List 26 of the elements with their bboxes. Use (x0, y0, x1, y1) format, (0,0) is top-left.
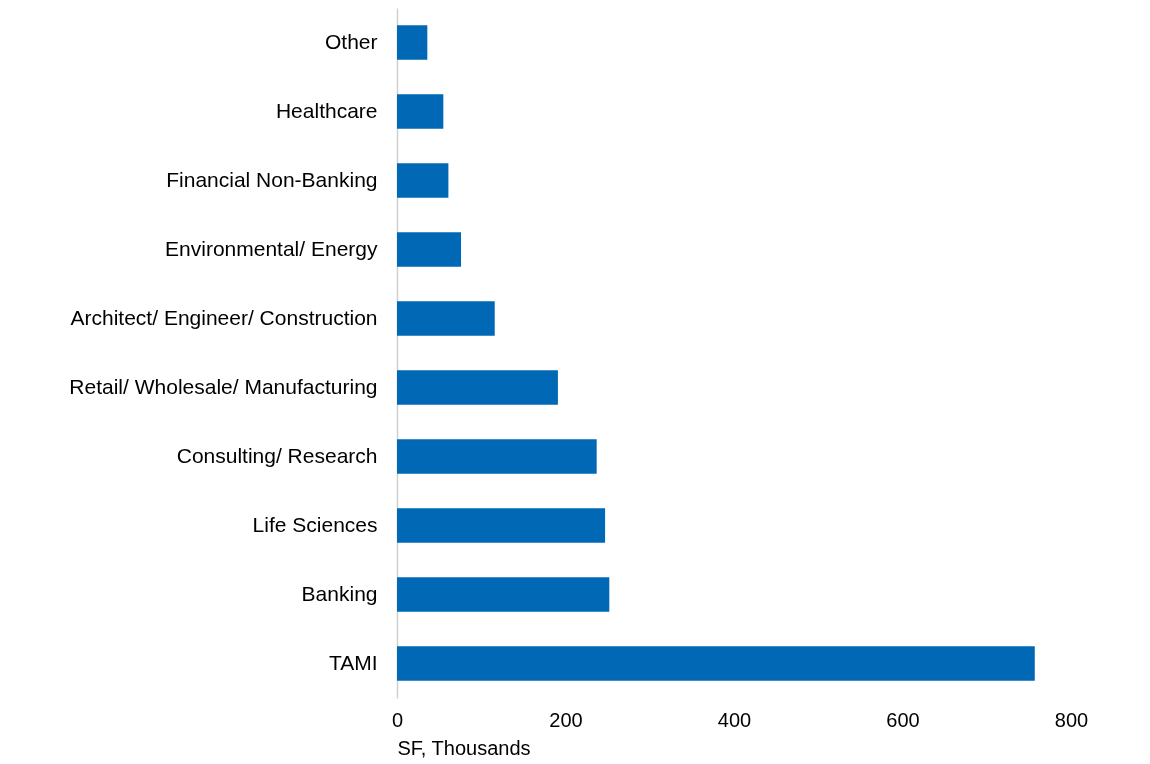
x-tick-label: 800 (1054, 708, 1089, 731)
bar (397, 163, 449, 198)
bar (397, 25, 428, 60)
bar (397, 94, 444, 129)
y-tick-label: TAMI (328, 650, 378, 674)
y-tick-label: Architect/ Engineer/ Construction (70, 305, 378, 329)
bar (397, 508, 606, 543)
x-tick-label: 200 (549, 708, 583, 731)
y-tick-label: Life Sciences (252, 512, 378, 536)
bar (397, 232, 462, 267)
bar (397, 370, 558, 405)
x-tick-label: 0 (391, 708, 404, 731)
bar (397, 646, 1035, 681)
bar (397, 301, 495, 336)
x-axis-title: SF, Thousands (397, 736, 531, 759)
y-tick-label: Financial Non-Banking (166, 167, 378, 191)
y-tick-label: Consulting/ Research (176, 443, 378, 467)
y-tick-label: Healthcare (275, 98, 378, 122)
bar (397, 439, 597, 474)
y-tick-label: Environmental/ Energy (165, 236, 378, 260)
y-tick-label: Other (324, 29, 378, 53)
x-tick-label: 600 (886, 708, 920, 731)
x-tick-label: 400 (717, 708, 752, 731)
bar (397, 577, 610, 612)
y-tick-label: Retail/ Wholesale/ Manufacturing (69, 374, 378, 398)
y-tick-label: Banking (301, 581, 378, 605)
